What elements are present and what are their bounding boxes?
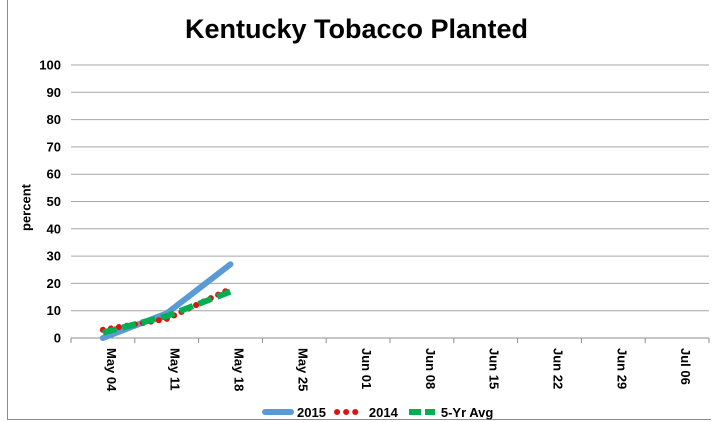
legend-item: 2015 xyxy=(262,405,326,420)
series-line-2014 xyxy=(99,285,234,333)
x-tick-label: May 25 xyxy=(295,348,310,391)
x-tick-label: Jun 15 xyxy=(487,348,502,389)
y-tick-label: 10 xyxy=(47,303,61,318)
chart-frame xyxy=(7,0,711,420)
y-tick-label: 20 xyxy=(47,276,61,291)
x-tick-label: May 11 xyxy=(168,348,183,391)
y-tick-label: 70 xyxy=(47,139,61,154)
x-tick-label: May 04 xyxy=(104,348,119,392)
y-tick-label: 60 xyxy=(47,167,61,182)
x-tick-label: Jun 29 xyxy=(614,348,629,389)
y-tick-label: 50 xyxy=(47,194,61,209)
x-tick-label: Jul 06 xyxy=(678,348,693,385)
y-tick-label: 80 xyxy=(47,112,61,127)
legend-swatch xyxy=(262,409,294,415)
legend: 2015 2014 5-Yr Avg xyxy=(262,403,493,421)
y-tick-label: 30 xyxy=(47,249,61,264)
y-tick-label: 100 xyxy=(39,58,61,73)
legend-label: 2014 xyxy=(368,404,398,420)
legend-item: 5-Yr Avg xyxy=(406,404,494,420)
legend-label: 2015 xyxy=(297,404,326,420)
x-tick-label: Jun 22 xyxy=(551,348,566,389)
legend-swatch xyxy=(408,409,435,415)
chart-title: Kentucky Tobacco Planted xyxy=(184,14,529,44)
x-tick-label: Jun 08 xyxy=(423,348,438,389)
x-tick-label: May 18 xyxy=(232,348,247,391)
y-tick-label: 90 xyxy=(47,85,61,100)
y-tick-label: 0 xyxy=(54,331,61,346)
x-tick-label: Jun 01 xyxy=(359,348,374,389)
y-tick-label: 40 xyxy=(47,221,61,236)
legend-item: 2014 xyxy=(333,404,398,420)
legend-swatch xyxy=(333,409,366,415)
legend-label: 5-Yr Avg xyxy=(440,404,494,420)
